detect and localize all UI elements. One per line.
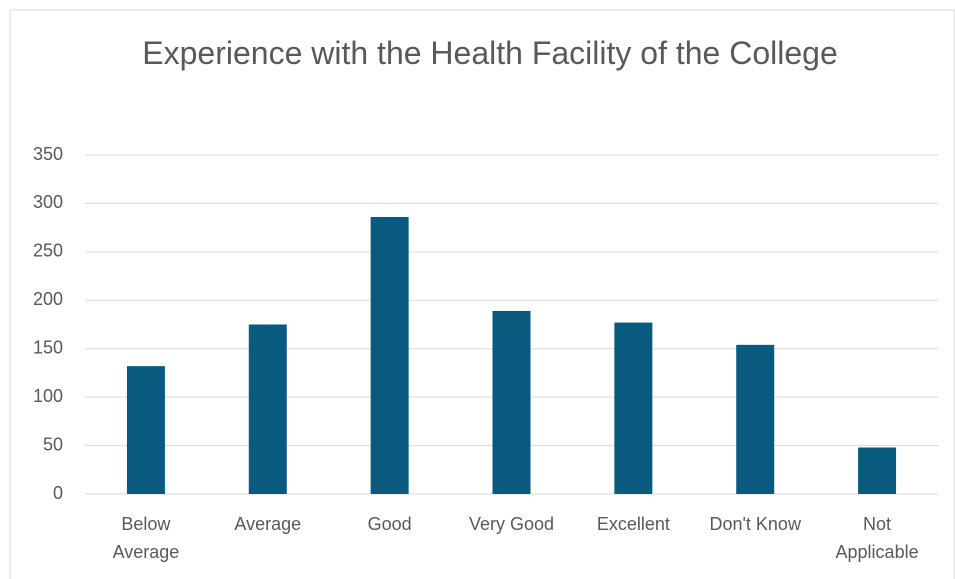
bar [492,310,531,494]
y-tick-label: 50 [43,434,63,454]
x-tick-label: Very Good [468,514,555,534]
chart-border [9,9,955,579]
y-tick-label: 0 [53,483,63,503]
bar [126,366,165,494]
bar [858,447,897,494]
x-tick-label: Don't Know [709,514,801,534]
x-tick-label: Good [367,514,412,534]
bar [736,344,775,494]
y-tick-label: 150 [33,337,63,357]
x-tick-label: Average [234,514,302,534]
y-tick-label: 250 [33,241,63,261]
y-tick-label: 300 [33,192,63,212]
bar [248,324,287,494]
x-tick-label: Below Average [112,514,180,562]
bar [370,216,409,494]
y-tick-label: 350 [33,144,63,164]
y-tick-label: 100 [33,386,63,406]
x-tick-label: Excellent [596,514,670,534]
y-tick-label: 200 [33,289,63,309]
x-tick-label: Not Applicable [835,514,919,562]
chart-title: Experience with the Health Facility of t… [142,35,838,71]
bar [614,322,653,494]
